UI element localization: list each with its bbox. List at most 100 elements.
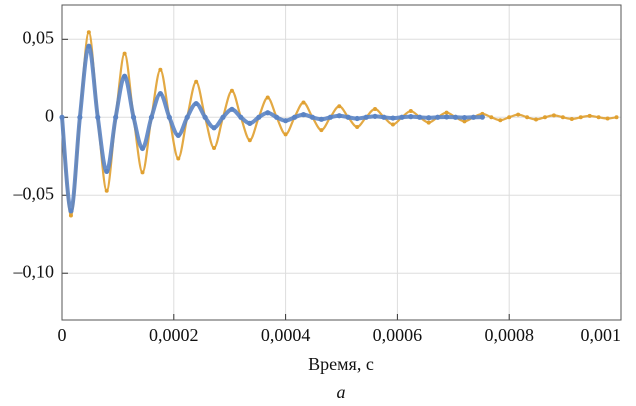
data-point bbox=[229, 106, 235, 112]
data-point bbox=[229, 88, 234, 93]
data-point bbox=[247, 120, 253, 126]
data-point bbox=[417, 114, 423, 120]
data-point bbox=[578, 115, 583, 120]
x-tick-label: 0,0006 bbox=[373, 325, 423, 345]
data-point bbox=[489, 115, 494, 120]
caption: а bbox=[337, 382, 346, 402]
data-point bbox=[86, 43, 92, 49]
data-point bbox=[354, 115, 360, 122]
data-point bbox=[452, 114, 459, 120]
data-point bbox=[444, 110, 449, 115]
data-point bbox=[462, 119, 467, 124]
data-point bbox=[256, 114, 262, 120]
data-point bbox=[390, 115, 396, 121]
y-tick-label: –0,10 bbox=[13, 261, 55, 281]
data-point bbox=[525, 115, 530, 120]
x-tick-label: 0,0002 bbox=[149, 325, 199, 345]
data-point bbox=[363, 114, 369, 120]
data-point bbox=[301, 100, 306, 105]
plot-frame bbox=[61, 4, 622, 321]
data-point bbox=[86, 30, 91, 35]
data-point bbox=[220, 114, 226, 120]
data-point bbox=[113, 114, 119, 120]
data-point bbox=[569, 116, 574, 121]
data-point bbox=[194, 79, 199, 84]
data-point bbox=[68, 208, 74, 214]
data-point bbox=[435, 114, 441, 120]
y-tick-label: 0,05 bbox=[23, 27, 55, 47]
data-point bbox=[426, 120, 431, 125]
data-point bbox=[157, 90, 163, 97]
data-point bbox=[542, 115, 547, 120]
data-point bbox=[68, 213, 73, 218]
x-tick-label: 0,001 bbox=[581, 325, 622, 345]
data-point bbox=[77, 114, 83, 120]
y-tick-label: –0,05 bbox=[13, 183, 55, 203]
data-point bbox=[498, 118, 503, 123]
data-point bbox=[373, 107, 378, 112]
data-point bbox=[605, 116, 610, 121]
data-point bbox=[130, 114, 137, 120]
data-point bbox=[345, 114, 351, 120]
data-point bbox=[175, 132, 181, 138]
data-point bbox=[193, 100, 199, 107]
x-tick-label: 0,0004 bbox=[261, 325, 311, 345]
data-point bbox=[587, 113, 592, 118]
data-point bbox=[158, 67, 163, 72]
data-point bbox=[381, 114, 387, 120]
data-point bbox=[211, 125, 217, 131]
data-point bbox=[408, 114, 414, 120]
x-tick-label: 0 bbox=[58, 325, 67, 345]
data-point bbox=[399, 114, 405, 120]
data-point bbox=[238, 114, 244, 120]
data-point bbox=[337, 104, 342, 109]
data-point bbox=[95, 114, 101, 120]
data-point bbox=[516, 112, 521, 117]
data-point bbox=[176, 156, 181, 161]
series-line bbox=[60, 31, 617, 217]
data-point bbox=[408, 109, 413, 114]
data-point bbox=[139, 145, 146, 152]
data-point bbox=[319, 128, 324, 133]
data-point bbox=[166, 114, 172, 120]
data-point bbox=[479, 114, 485, 120]
data-point bbox=[291, 114, 298, 120]
data-point bbox=[560, 115, 565, 120]
data-point bbox=[122, 73, 128, 79]
data-point bbox=[327, 114, 333, 120]
series-line bbox=[60, 44, 483, 213]
x-tick-label: 0,0008 bbox=[484, 325, 534, 345]
data-point bbox=[390, 122, 395, 127]
data-point bbox=[426, 115, 432, 121]
data-point bbox=[443, 114, 450, 120]
data-point bbox=[596, 115, 601, 120]
data-point bbox=[212, 145, 217, 150]
data-point bbox=[202, 114, 208, 120]
y-tick-label: 0 bbox=[45, 105, 54, 125]
data-point bbox=[184, 114, 190, 120]
data-point bbox=[283, 132, 288, 137]
data-point bbox=[122, 51, 127, 56]
data-point bbox=[372, 113, 378, 119]
data-point bbox=[140, 170, 145, 175]
data-point bbox=[507, 115, 512, 120]
data-point bbox=[59, 114, 65, 120]
data-point bbox=[614, 115, 619, 120]
data-point bbox=[148, 114, 155, 120]
data-point bbox=[309, 114, 316, 120]
data-point bbox=[534, 117, 539, 122]
data-point bbox=[104, 168, 110, 174]
data-point bbox=[551, 113, 556, 118]
data-point bbox=[300, 112, 307, 118]
data-point bbox=[265, 95, 270, 100]
data-point bbox=[283, 118, 289, 124]
data-point bbox=[336, 113, 342, 119]
data-point bbox=[265, 110, 271, 116]
data-point bbox=[318, 116, 324, 122]
data-point bbox=[461, 114, 468, 121]
data-point bbox=[104, 188, 109, 193]
x-axis-label: Время, с bbox=[308, 354, 374, 374]
data-point bbox=[355, 124, 360, 129]
data-point bbox=[470, 114, 477, 120]
